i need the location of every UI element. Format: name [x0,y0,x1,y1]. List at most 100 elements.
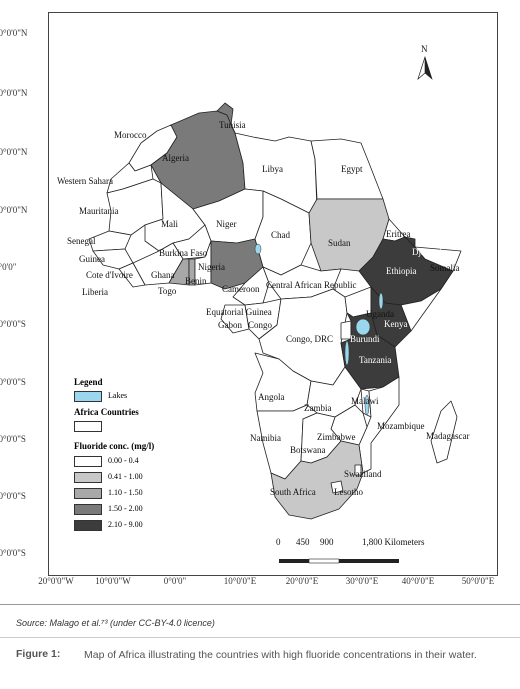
label-namibia: Namibia [250,433,281,443]
label-gabon: Gabon [218,320,242,330]
lakes [254,243,384,416]
label-tanzania: Tanzania [359,355,392,365]
label-angola: Angola [258,392,285,402]
label-ethiopia: Ethiopia [386,266,417,276]
lat-label-20n: 20°0'0"N [0,147,28,157]
lon-label-20w: 20°0'0"W [38,576,74,586]
legend-class-0-swatch [74,456,102,467]
scale-bar [279,558,399,564]
label-guinea: Guinea [79,254,105,264]
label-lesotho: Lesotho [334,487,363,497]
lake-tanganyika [344,340,350,366]
legend-fluoride-title: Fluoride conc. (mg/l) [74,441,155,451]
north-arrow-icon [417,56,433,80]
country-liberia [118,262,146,288]
label-equatorial-guinea: Equatorial Guinea [206,307,272,317]
legend-class-4-label: 2.10 - 9.00 [108,520,143,529]
label-burundi: Burundi [350,334,380,344]
lat-label-30n: 30°0'0"N [0,88,28,98]
lon-label-30e: 30°0'0"E [345,576,379,586]
legend-class-2-label: 1.10 - 1.50 [108,488,143,497]
lat-label-10n: 10°0'0"N [0,205,28,215]
country-madagascar [430,400,458,464]
legend-title: Legend [74,377,103,387]
divider-2 [0,637,520,638]
label-burkina-faso: Burkina Faso [159,248,208,258]
label-somalia: Somalia [430,263,460,273]
scale-label-900: 900 [320,537,334,547]
label-nigeria: Nigeria [198,262,225,272]
label-zimbabwe: Zimbabwe [317,432,356,442]
label-zambia: Zambia [304,403,332,413]
country-south-africa [270,440,364,520]
label-sudan: Sudan [328,238,351,248]
label-benin: Benin [185,276,207,286]
lat-label-40s-lower: 40°0'0"S [0,548,26,558]
lake-malawi [364,394,370,416]
lake-turkana [378,292,384,310]
label-kenya: Kenya [384,319,408,329]
legend-lakes-swatch [74,391,102,402]
country-swaziland [354,464,362,476]
label-libya: Libya [262,164,283,174]
country-gabon [220,304,250,334]
lon-label-10e: 10°0'0"E [223,576,257,586]
lat-label-30s: 30°0'0"S [0,434,26,444]
country-senegal [88,230,132,252]
label-cameroon: Cameroon [222,284,260,294]
label-senegal: Senegal [67,236,96,246]
legend-countries-swatch [74,421,102,432]
north-label: N [421,44,428,54]
lon-label-40e: 40°0'0"E [401,576,435,586]
label-botswana: Botswana [290,445,326,455]
legend-class-4-swatch [74,520,102,531]
legend-class-3-label: 1.50 - 2.00 [108,504,143,513]
label-south-africa: South Africa [270,487,316,497]
country-djibouti [404,236,416,248]
label-chad: Chad [271,230,290,240]
label-cote-divoire: Cote d'Ivoire [86,270,133,280]
lon-label-20e: 20°0'0"E [285,576,319,586]
label-niger: Niger [216,219,237,229]
legend-class-2-swatch [74,488,102,499]
label-djibouti: Djibouti [412,247,443,257]
source-note: Source: Malago et al.⁷³ (under CC-BY-4.0… [16,618,215,628]
label-congo: Congo [248,320,273,330]
scale-label-450: 450 [296,537,310,547]
label-swaziland: Swaziland [344,469,382,479]
label-malawi: Malawi [351,396,379,406]
country-egypt [310,138,384,200]
label-madagascar: Madagascar [426,431,470,441]
label-algeria: Algeria [162,153,189,163]
label-togo: Togo [158,286,177,296]
label-car: Central African Republic [266,280,357,290]
label-tunisia: Tunisia [219,120,246,130]
legend-class-1-swatch [74,472,102,483]
label-egypt: Egypt [341,164,363,174]
lat-label-40s: 40°0'0"S [0,491,26,501]
figure-label: Figure 1: [16,648,61,660]
lon-label-0: 0°0'0" [163,576,187,586]
label-ghana: Ghana [151,270,175,280]
legend-class-1-label: 0.41 - 1.00 [108,472,143,481]
legend-class-3-swatch [74,504,102,515]
map-frame [48,12,498,576]
lon-label-50e: 50°0'0"E [461,576,495,586]
label-mozambique: Mozambique [377,421,425,431]
divider [0,604,520,605]
country-car [262,264,342,300]
lat-label-10s: 10°0'0"S [0,319,26,329]
figure-caption: Map of Africa illustrating the countries… [84,649,477,661]
lat-label-0: 0°0'0" [0,262,17,272]
legend-class-0-label: 0.00 - 0.4 [108,456,139,465]
lake-victoria [355,318,371,336]
label-western-sahara: Western Sahara [57,176,113,186]
lat-label-20s: 20°0'0"S [0,377,26,387]
legend-countries-title: Africa Countries [74,407,139,417]
country-lesotho [330,480,344,494]
label-uganda: Uganda [366,309,394,319]
country-tunisia [216,102,236,134]
scale-label-1800: 1,800 Kilometers [362,537,425,547]
legend-lakes-label: Lakes [108,391,128,400]
label-eritrea: Eritrea [386,229,411,239]
